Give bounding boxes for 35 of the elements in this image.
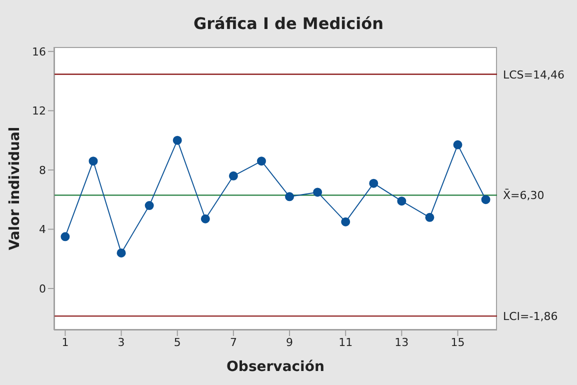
point [144,201,154,210]
x-tick-label: 1 [62,336,69,349]
chart-title: Gráfica I de Medición [192,14,384,33]
y-tick-label: 0 [39,282,46,296]
x-tick-label: 13 [394,336,409,349]
point [200,214,210,224]
x-tick-label: 9 [286,336,294,349]
point [116,248,126,258]
point [397,196,406,206]
ref-line-label: LCS=14,46 [503,68,564,82]
x-tick-label: 15 [450,336,465,349]
point [481,195,490,204]
y-tick-label: 8 [39,164,46,177]
y-tick-label: 16 [32,45,46,58]
x-tick-label: 11 [338,336,353,349]
point [341,217,350,226]
x-tick-label: 5 [174,336,181,349]
x-axis-title: Observación [226,359,324,375]
x-tick-label: 7 [230,336,237,349]
point [285,192,294,202]
point [369,178,378,188]
ref-line-label: LCI=-1,86 [503,310,558,324]
ref-line-label: X̄=6,30 [503,188,544,202]
point [172,136,182,145]
point [60,232,70,242]
x-tick-label: 3 [118,336,125,349]
point [313,188,322,197]
point [228,171,238,180]
y-tick-label: 12 [32,104,46,118]
y-tick-label: 4 [39,223,46,236]
point [425,212,434,222]
point [256,156,266,166]
point [88,156,98,166]
point [453,140,462,150]
y-axis-title: Valor individual [6,126,23,250]
